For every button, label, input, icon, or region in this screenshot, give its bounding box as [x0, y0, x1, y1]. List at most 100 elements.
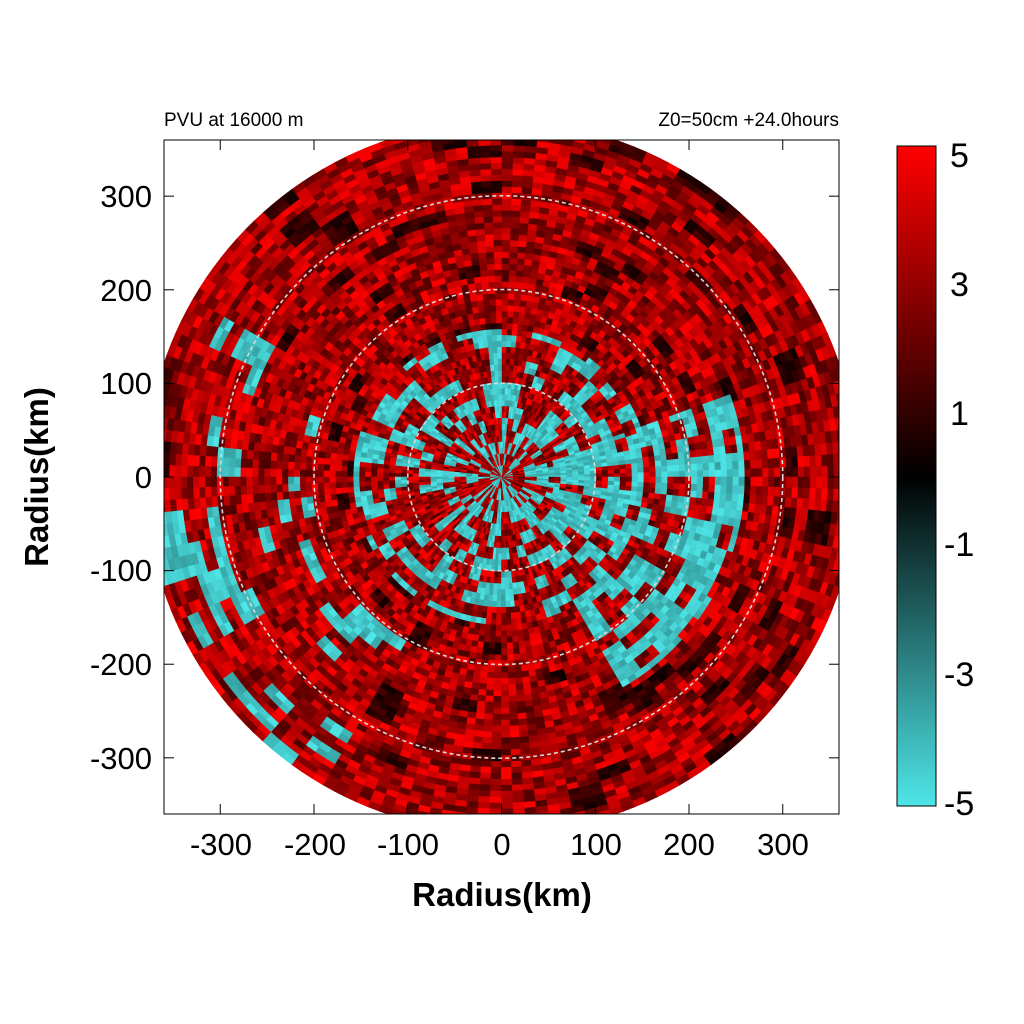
- field-cell: [511, 316, 519, 325]
- field-cell: [625, 472, 633, 478]
- field-cell: [497, 369, 502, 377]
- field-cell: [637, 481, 645, 488]
- field-cell: [340, 465, 348, 472]
- field-cell: [501, 352, 507, 359]
- field-cell: [554, 476, 562, 480]
- field-cell: [595, 480, 603, 485]
- field-cell: [496, 328, 502, 336]
- field-cell: [376, 476, 384, 482]
- field-cell: [400, 476, 407, 481]
- field-cell: [511, 624, 518, 632]
- field-cell: [486, 606, 493, 614]
- field-cell: [341, 459, 349, 467]
- field-cell: [501, 393, 505, 401]
- field-cell: [341, 454, 349, 462]
- field-cell: [496, 340, 502, 347]
- field-cell: [364, 462, 372, 469]
- field-cell: [492, 346, 498, 354]
- field-cell: [370, 463, 378, 469]
- field-cell: [353, 456, 361, 463]
- field-cell: [505, 334, 512, 342]
- field-cell: [501, 322, 508, 330]
- field-cell: [501, 328, 507, 336]
- field-cell: [501, 316, 508, 324]
- field-cell: [625, 476, 633, 482]
- field-cell: [515, 335, 522, 343]
- field-cell: [497, 577, 502, 585]
- field-cell: [504, 375, 509, 383]
- field-cell: [660, 459, 668, 467]
- field-cell: [501, 595, 507, 602]
- field-cell: [637, 471, 645, 478]
- field-cell: [496, 607, 502, 614]
- field-cell: [506, 322, 513, 330]
- field-cell: [388, 464, 396, 470]
- field-cell: [376, 463, 384, 470]
- field-cell: [501, 387, 505, 395]
- field-cell: [607, 480, 615, 486]
- field-cell: [335, 465, 342, 472]
- field-cell: [613, 484, 621, 490]
- field-cell: [511, 629, 519, 638]
- field-cell: [382, 464, 390, 470]
- field-cell: [497, 381, 502, 389]
- field-cell: [506, 316, 514, 324]
- field-cell: [631, 481, 639, 487]
- field-cell: [488, 594, 494, 602]
- field-cell: [394, 476, 401, 482]
- field-cell: [495, 630, 502, 638]
- field-cell: [654, 492, 662, 500]
- field-cell: [636, 490, 644, 498]
- field-cell: [642, 461, 650, 468]
- field-cell: [501, 607, 507, 614]
- field-cell: [497, 571, 502, 579]
- field-cell: [542, 476, 550, 479]
- field-cell: [608, 472, 615, 478]
- field-cell: [388, 476, 395, 482]
- field-cell: [654, 459, 662, 467]
- field-cell: [506, 328, 513, 336]
- field-cell: [495, 624, 502, 632]
- title-left: PVU at 16000 m: [164, 110, 303, 131]
- field-cell: [490, 618, 497, 626]
- field-cell: [492, 358, 498, 365]
- field-cell: [335, 453, 344, 461]
- field-cell: [504, 370, 510, 377]
- field-cell: [483, 635, 491, 643]
- field-cell: [376, 480, 384, 487]
- field-cell: [498, 553, 502, 561]
- field-cell: [511, 322, 518, 330]
- field-cell: [648, 460, 656, 467]
- field-cell: [661, 465, 668, 472]
- title-right: Z0=50cm +24.0hours: [658, 110, 839, 131]
- field-cell: [334, 470, 342, 478]
- field-cell: [619, 476, 627, 482]
- field-cell: [498, 559, 502, 567]
- field-cell: [488, 588, 494, 596]
- field-cell: [654, 487, 662, 495]
- field-cell: [382, 472, 390, 478]
- field-cell: [489, 630, 497, 638]
- field-cell: [388, 468, 396, 474]
- field-cell: [489, 310, 497, 318]
- field-cell: [485, 624, 492, 632]
- field-cell: [498, 541, 502, 549]
- field-cell: [353, 486, 361, 493]
- field-cell: [497, 589, 502, 596]
- field-cell: [496, 612, 502, 620]
- field-cell: [516, 323, 524, 331]
- field-cell: [619, 480, 627, 487]
- field-cell: [642, 486, 650, 493]
- field-cell: [661, 470, 669, 478]
- field-cell: [490, 624, 497, 632]
- field-cell: [347, 455, 355, 462]
- field-cell: [479, 623, 487, 631]
- field-cell: [619, 472, 627, 478]
- field-cell: [501, 364, 506, 371]
- field-cell: [340, 471, 348, 478]
- field-cell: [631, 471, 639, 478]
- field-cell: [335, 482, 342, 489]
- field-cell: [631, 485, 639, 492]
- field-cell: [501, 405, 505, 413]
- field-cell: [636, 486, 644, 493]
